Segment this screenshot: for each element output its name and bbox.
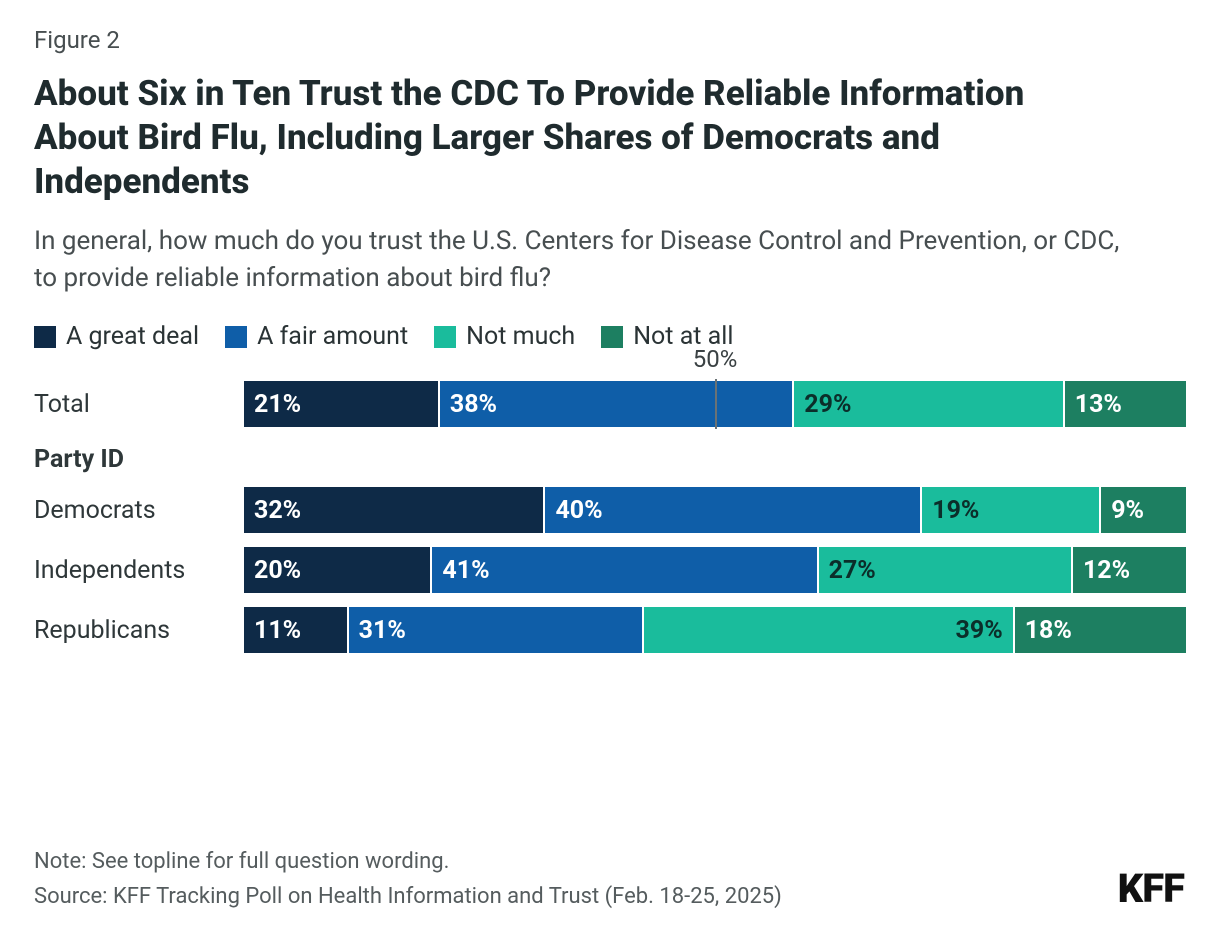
bar-segment: 41%	[432, 547, 818, 593]
group-heading-label: Party ID	[34, 445, 244, 474]
row-label: Total	[34, 390, 244, 419]
legend: A great deal A fair amount Not much Not …	[34, 322, 1186, 351]
bar-segment: 12%	[1073, 547, 1186, 593]
bar-segment: 32%	[244, 487, 545, 533]
bar-segment: 21%	[244, 381, 440, 427]
bar-track: 20%41%27%12%	[244, 547, 1186, 593]
chart-title: About Six in Ten Trust the CDC To Provid…	[34, 72, 1084, 203]
bar-segment: 27%	[819, 547, 1073, 593]
bar-segment: 11%	[244, 607, 349, 653]
legend-label: Not at all	[633, 322, 733, 351]
legend-item: Not at all	[601, 322, 733, 351]
chart-row: Total21%38%29%13%	[34, 379, 1186, 429]
bar-segment: 31%	[349, 607, 644, 653]
legend-swatch	[34, 326, 56, 348]
legend-swatch	[601, 326, 623, 348]
chart-row: Republicans11%31%39%18%	[34, 605, 1186, 655]
kff-logo: KFF	[1118, 865, 1184, 912]
bar-segment: 20%	[244, 547, 432, 593]
legend-swatch	[434, 326, 456, 348]
chart-row: Democrats32%40%19%9%	[34, 485, 1186, 535]
legend-item: A fair amount	[225, 322, 408, 351]
bar-segment: 29%	[794, 381, 1064, 427]
row-label: Independents	[34, 556, 244, 585]
legend-swatch	[225, 326, 247, 348]
row-label: Democrats	[34, 496, 244, 525]
figure-container: Figure 2 About Six in Ten Trust the CDC …	[0, 0, 1220, 942]
figure-label: Figure 2	[34, 26, 1186, 54]
stacked-bar-chart: Total21%38%29%13%Party IDDemocrats32%40%…	[34, 379, 1186, 655]
group-heading: Party ID	[34, 439, 1186, 479]
bar-segment: 19%	[922, 487, 1101, 533]
bar-track: 11%31%39%18%	[244, 607, 1186, 653]
bar-track: 32%40%19%9%	[244, 487, 1186, 533]
chart-subtitle: In general, how much do you trust the U.…	[34, 223, 1134, 296]
bar-segment: 9%	[1101, 487, 1186, 533]
legend-item: A great deal	[34, 322, 199, 351]
bar-segment: 38%	[440, 381, 794, 427]
source-text: Source: KFF Tracking Poll on Health Info…	[34, 879, 782, 914]
row-label: Republicans	[34, 616, 244, 645]
bar-segment: 13%	[1065, 381, 1186, 427]
note-text: Note: See topline for full question word…	[34, 844, 782, 879]
legend-label: A great deal	[66, 322, 199, 351]
bar-segment: 39%	[644, 607, 1015, 653]
bar-segment: 40%	[545, 487, 922, 533]
bar-track: 21%38%29%13%	[244, 381, 1186, 427]
bar-segment: 18%	[1015, 607, 1186, 653]
chart-row: Independents20%41%27%12%	[34, 545, 1186, 595]
footer-notes: Note: See topline for full question word…	[34, 844, 782, 914]
legend-label: Not much	[466, 322, 575, 351]
legend-item: Not much	[434, 322, 575, 351]
legend-label: A fair amount	[257, 322, 408, 351]
